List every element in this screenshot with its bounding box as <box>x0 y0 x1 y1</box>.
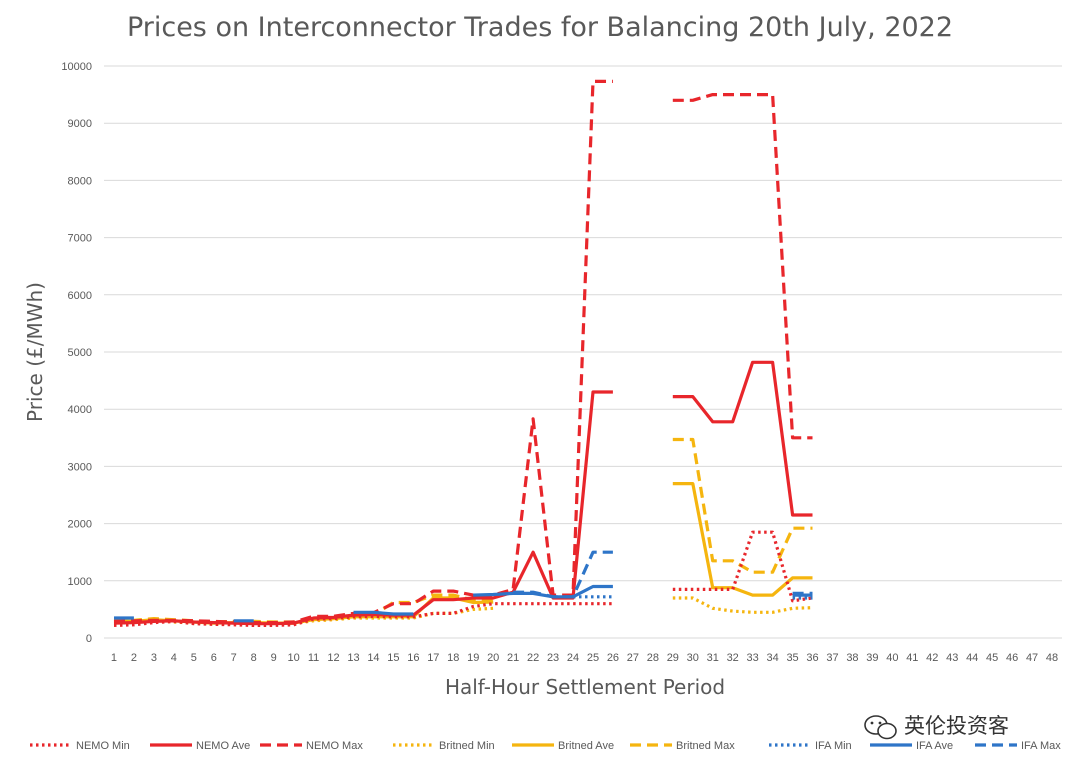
wechat-icon <box>864 715 897 740</box>
x-tick-label: 39 <box>866 652 878 664</box>
x-tick-label: 28 <box>647 652 659 664</box>
x-tick-label: 11 <box>308 652 319 664</box>
x-tick-label: 26 <box>607 652 619 664</box>
x-tick-label: 15 <box>387 652 399 664</box>
x-tick-label: 40 <box>886 652 898 664</box>
x-tick-label: 18 <box>447 652 459 664</box>
x-tick-label: 37 <box>826 652 838 664</box>
chart-title: Prices on Interconnector Trades for Bala… <box>127 12 953 43</box>
y-tick-label: 1000 <box>68 576 92 588</box>
y-tick-label: 6000 <box>68 290 92 302</box>
y-tick-label: 3000 <box>68 461 92 473</box>
x-tick-label: 13 <box>347 652 359 664</box>
series-line-ifa-ave <box>114 584 813 623</box>
series-line-ifa-max <box>513 550 813 599</box>
x-tick-label: 29 <box>667 652 679 664</box>
series-lines <box>113 79 813 627</box>
x-tick-label: 12 <box>327 652 339 664</box>
legend: NEMO Min NEMO Ave NEMO Max Britned Min Britn… <box>30 740 1061 752</box>
x-tick-label: 8 <box>251 652 257 664</box>
grid <box>104 65 1062 639</box>
x-tick-label: 5 <box>191 652 197 664</box>
series-line-nemo-ave <box>113 360 813 626</box>
x-tick-label: 24 <box>567 652 579 664</box>
x-tick-label: 32 <box>727 652 739 664</box>
x-tick-label: 22 <box>527 652 539 664</box>
y-tick-label: 10000 <box>61 61 92 73</box>
x-tick-label: 42 <box>926 652 938 664</box>
x-axis-label: Half-Hour Settlement Period <box>445 675 725 699</box>
x-tick-label: 41 <box>906 652 918 664</box>
x-tick-label: 47 <box>1026 652 1038 664</box>
x-tick-label: 4 <box>171 652 177 664</box>
x-tick-label: 34 <box>766 652 778 664</box>
x-tick-label: 31 <box>707 652 719 664</box>
legend-label: Britned Max <box>676 740 735 752</box>
y-axis-label: Price (£/MWh) <box>23 282 47 422</box>
x-tick-label: 1 <box>111 652 117 664</box>
series-line-britned-min <box>113 596 813 626</box>
y-tick-label: 9000 <box>68 118 92 130</box>
x-tick-label: 45 <box>986 652 998 664</box>
x-tick-label: 19 <box>467 652 479 664</box>
legend-label: Britned Min <box>439 740 495 752</box>
x-tick-label: 16 <box>407 652 419 664</box>
x-tick-label: 35 <box>786 652 798 664</box>
legend-label: Britned Ave <box>558 740 614 752</box>
x-tick-label: 14 <box>367 652 379 664</box>
series-line-britned-ave <box>113 482 813 625</box>
x-tick-label: 44 <box>966 652 978 664</box>
legend-label: NEMO Ave <box>196 740 250 752</box>
x-tick-label: 48 <box>1046 652 1058 664</box>
x-tick-label: 36 <box>806 652 818 664</box>
y-tick-label: 5000 <box>68 347 92 359</box>
x-tick-label: 10 <box>287 652 299 664</box>
x-tick-label: 20 <box>487 652 499 664</box>
x-tick-label: 9 <box>271 652 277 664</box>
watermark: 英伦投资客 <box>864 714 1009 740</box>
legend-label: NEMO Max <box>306 740 363 752</box>
x-tick-label: 17 <box>427 652 439 664</box>
legend-label: IFA Max <box>1021 740 1061 752</box>
series-line-nemo-max <box>113 79 813 625</box>
y-tick-label: 7000 <box>68 233 92 245</box>
x-tick-label: 30 <box>687 652 699 664</box>
legend-label: IFA Min <box>815 740 852 752</box>
x-tick-label: 23 <box>547 652 559 664</box>
x-tick-label: 27 <box>627 652 639 664</box>
x-axis-ticks: 1 2 3 4 5 6 7 8 9 10 11 12 13 14 15 16 17 18 19 20 21 22 23 24 2… <box>111 652 1058 664</box>
y-axis-ticks: 0 1000 2000 3000 4000 5000 6000 7000 8000 9000 100… <box>61 61 92 645</box>
y-tick-label: 4000 <box>68 404 92 416</box>
x-tick-label: 21 <box>507 652 519 664</box>
x-tick-label: 38 <box>846 652 858 664</box>
x-tick-label: 25 <box>587 652 599 664</box>
legend-label: IFA Ave <box>916 740 953 752</box>
x-tick-label: 3 <box>151 652 157 664</box>
x-tick-label: 2 <box>131 652 137 664</box>
x-tick-label: 6 <box>211 652 217 664</box>
legend-label: NEMO Min <box>76 740 130 752</box>
x-tick-label: 43 <box>946 652 958 664</box>
watermark-text: 英伦投资客 <box>904 714 1009 738</box>
x-tick-label: 7 <box>231 652 237 664</box>
x-tick-label: 46 <box>1006 652 1018 664</box>
y-tick-label: 0 <box>86 633 92 645</box>
x-tick-label: 33 <box>747 652 759 664</box>
y-tick-label: 2000 <box>68 519 92 531</box>
series-line-nemo-min <box>113 530 813 627</box>
y-tick-label: 8000 <box>68 175 92 187</box>
